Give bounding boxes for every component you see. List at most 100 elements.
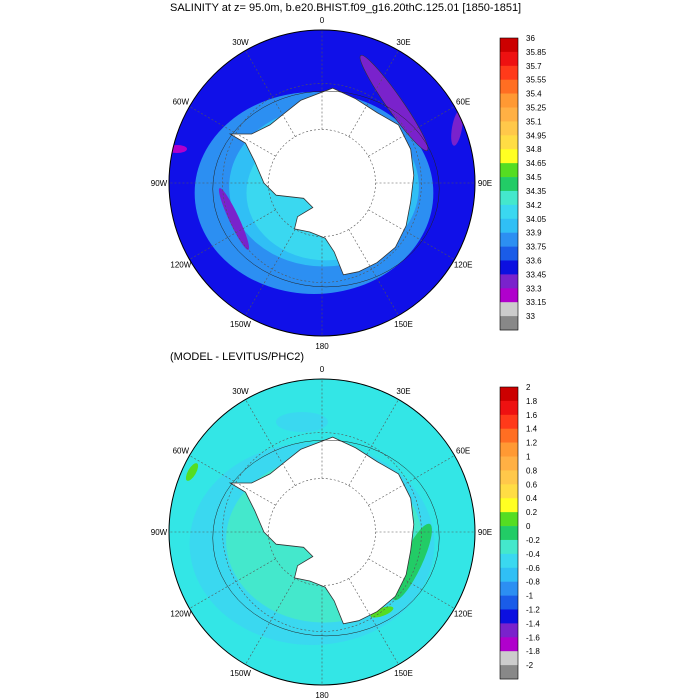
meridian-line <box>348 578 399 665</box>
colorbar-swatch <box>500 623 518 638</box>
colorbar-tick-label: 33.3 <box>526 284 542 293</box>
colorbar-swatch <box>500 149 518 164</box>
colorbar-tick-label: 1.6 <box>526 411 538 420</box>
meridian-line <box>245 399 296 486</box>
meridian-line <box>368 558 455 609</box>
colorbar-swatch <box>500 121 518 136</box>
colorbar-swatch <box>500 553 518 569</box>
meridian-line <box>189 455 276 506</box>
meridian-line <box>368 106 455 157</box>
difference-map: 0 30E 60E 90E 120E 150E 180 150W 120W 90W 60W 30W <box>151 365 492 700</box>
longitude-label: 0 <box>320 16 325 25</box>
field-33.45-patch <box>218 188 250 250</box>
colorbar-swatch <box>500 135 518 150</box>
difference-panel: 0 30E 60E 90E 120E 150E 180 150W 120W 90W 60W 30W 2… <box>151 365 541 700</box>
colorbar-swatch <box>500 539 518 555</box>
map-field <box>169 30 475 336</box>
colorbar-tick-label: 33.6 <box>526 256 542 265</box>
longitude-label: 60E <box>456 447 470 456</box>
longitude-label: 30E <box>396 387 410 396</box>
longitude-label: 30W <box>232 387 249 396</box>
colorbar-tick-label: 36 <box>526 34 535 43</box>
colorbar-swatch <box>500 79 518 94</box>
colorbar-tick-label: 0.4 <box>526 494 538 503</box>
map-border <box>168 378 476 686</box>
colorbar-tick-label: 34.65 <box>526 159 547 168</box>
colorbar-tick-label: 34.2 <box>526 201 542 210</box>
colorbar-tick-label: -0.8 <box>526 578 540 587</box>
contour-line <box>212 90 440 288</box>
longitude-label: 120E <box>454 261 473 270</box>
colorbar-swatch <box>500 246 518 261</box>
colorbar-tick-label: 33 <box>526 312 535 321</box>
meridian-line <box>245 50 296 137</box>
meridian-line <box>368 455 455 506</box>
longitude-label: 180 <box>315 691 329 700</box>
colorbar-swatch <box>500 428 518 443</box>
colorbar-swatch <box>500 288 518 303</box>
longitude-label: 90W <box>151 179 168 188</box>
colorbar-tick-label: -1.4 <box>526 619 540 628</box>
longitude-label: 180 <box>315 342 329 351</box>
meridian-line <box>368 209 455 260</box>
colorbar-swatch <box>500 526 518 541</box>
meridian-line <box>245 578 296 665</box>
colorbar-tick-label: -1.2 <box>526 605 540 614</box>
longitude-label: 0 <box>320 365 325 374</box>
colorbar-tick-label: 1 <box>526 453 531 462</box>
colorbar-swatch <box>500 302 518 317</box>
longitude-label: 60W <box>173 447 190 456</box>
colorbar-tick-label: -0.4 <box>526 550 540 559</box>
colorbar-tick-label: 35.7 <box>526 62 542 71</box>
colorbar-swatch <box>500 581 518 596</box>
field-0.2-patch <box>370 606 394 618</box>
colorbar-swatch <box>500 204 518 220</box>
longitude-label: 120W <box>170 261 191 270</box>
longitude-label: 150E <box>394 669 413 678</box>
colorbar-tick-label: 0.6 <box>526 480 538 489</box>
colorbar-swatch <box>500 442 518 457</box>
colorbar-swatch <box>500 260 518 275</box>
colorbar-tick-label: 34.95 <box>526 131 547 140</box>
longitude-label: 90E <box>478 179 492 188</box>
colorbar-swatch <box>500 38 518 53</box>
longitude-label: 60W <box>173 98 190 107</box>
colorbar-tick-label: 0.8 <box>526 466 538 475</box>
colorbar-tick-label: 33.75 <box>526 243 547 252</box>
colorbar-swatch <box>500 456 518 471</box>
colorbar-swatch <box>500 218 518 233</box>
colorbar-tick-label: 35.85 <box>526 48 547 57</box>
colorbar-swatch <box>500 65 518 81</box>
panel-1-title: SALINITY at z= 95.0m, b.e20.BHIST.f09_g1… <box>170 2 522 14</box>
colorbar-tick-label: 33.9 <box>526 229 542 238</box>
longitude-label: 30W <box>232 38 249 47</box>
colorbar-swatch <box>500 470 518 485</box>
colorbar-swatch <box>500 400 518 416</box>
colorbar-tick-label: 35.25 <box>526 104 547 113</box>
longitude-label: 150E <box>394 320 413 329</box>
salinity-map: 0 30E 60E 90E 120E 150E 180 150W 120W 90W 60W 30W <box>151 16 492 351</box>
longitude-label: 30E <box>396 38 410 47</box>
colorbar-tick-label: -1.6 <box>526 633 540 642</box>
colorbar-swatch <box>500 609 518 624</box>
colorbar-tick-label: 0.2 <box>526 508 538 517</box>
field-0.2-patch <box>185 463 199 481</box>
colorbar-swatch <box>500 414 518 430</box>
longitude-label: 150W <box>230 669 251 678</box>
field-33.45-patch <box>359 54 429 152</box>
colorbar-tick-label: -1.8 <box>526 647 540 656</box>
colorbar-swatch <box>500 51 518 67</box>
colorbar-swatch <box>500 567 518 582</box>
colorbar-swatch <box>500 637 518 652</box>
longitude-label: 150W <box>230 320 251 329</box>
colorbar-swatch <box>500 316 518 331</box>
colorbar-tick-label: 1.2 <box>526 439 538 448</box>
graticule <box>169 379 475 685</box>
meridian-line <box>348 229 399 316</box>
longitude-label: 60E <box>456 98 470 107</box>
colorbar-swatch <box>500 387 518 402</box>
colorbar-swatch <box>500 484 518 499</box>
colorbar-swatch <box>500 93 518 108</box>
colorbar-tick-label: 34.05 <box>526 215 547 224</box>
